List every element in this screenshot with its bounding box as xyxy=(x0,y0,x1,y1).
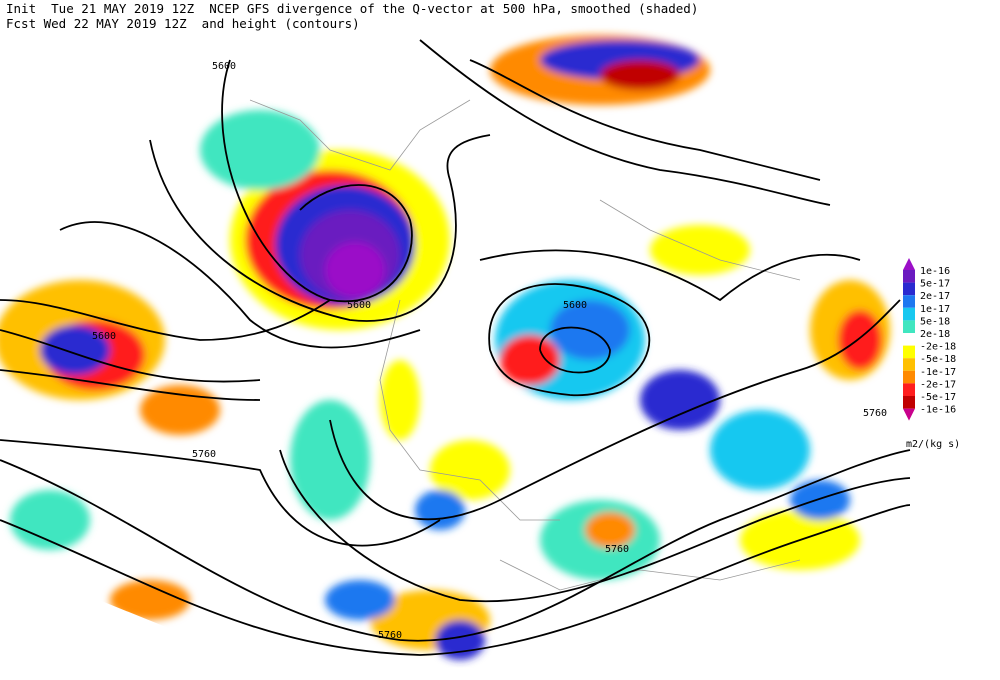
colorbar-label: 2e-17 xyxy=(920,291,950,302)
colorbar-label: -5e-18 xyxy=(920,354,956,365)
colorbar-unit: m2/(kg s) xyxy=(906,439,960,450)
colorbar: 1e-165e-172e-171e-175e-182e-18-2e-18-5e-… xyxy=(903,258,956,421)
colorbar-label: 2e-18 xyxy=(920,329,950,340)
colorbar-band xyxy=(903,307,915,321)
contour-label: 5760 xyxy=(605,544,629,555)
colorbar-label: -1e-17 xyxy=(920,367,956,378)
colorbar-label: -2e-18 xyxy=(920,342,956,353)
contour-label: 5760 xyxy=(378,630,402,641)
colorbar-band xyxy=(903,345,915,359)
colorbar-band xyxy=(903,383,915,396)
contour-label: 5600 xyxy=(212,61,236,72)
contour-label: 5760 xyxy=(192,449,216,460)
colorbar-band xyxy=(903,370,915,384)
colorbar-band xyxy=(903,270,915,283)
colorbar-label: -1e-16 xyxy=(920,405,956,416)
colorbar-label: -2e-17 xyxy=(920,379,956,390)
colorbar-label: 5e-18 xyxy=(920,316,950,327)
colorbar-band xyxy=(903,358,915,371)
colorbar-label: -5e-17 xyxy=(920,392,956,403)
contour-label: 5600 xyxy=(563,300,587,311)
header-line: Fcst Wed 22 MAY 2019 12Z and height (con… xyxy=(6,16,360,31)
colorbar-band xyxy=(903,282,915,296)
colorbar-band xyxy=(903,396,915,409)
colorbar-label: 5e-17 xyxy=(920,279,950,290)
contour-label: 5600 xyxy=(92,331,116,342)
contour-label: 5760 xyxy=(863,408,887,419)
colorbar-arrow xyxy=(903,258,915,270)
header-line: Init Tue 21 MAY 2019 12Z NCEP GFS diverg… xyxy=(6,1,698,16)
colorbar-band xyxy=(903,295,915,308)
contour-label: 5600 xyxy=(347,300,371,311)
colorbar-arrow xyxy=(903,408,915,421)
colorbar-band xyxy=(903,320,915,333)
colorbar-label: 1e-16 xyxy=(920,266,950,277)
height-contours xyxy=(0,39,911,656)
colorbar-band xyxy=(903,333,915,346)
colorbar-label: 1e-17 xyxy=(920,304,950,315)
